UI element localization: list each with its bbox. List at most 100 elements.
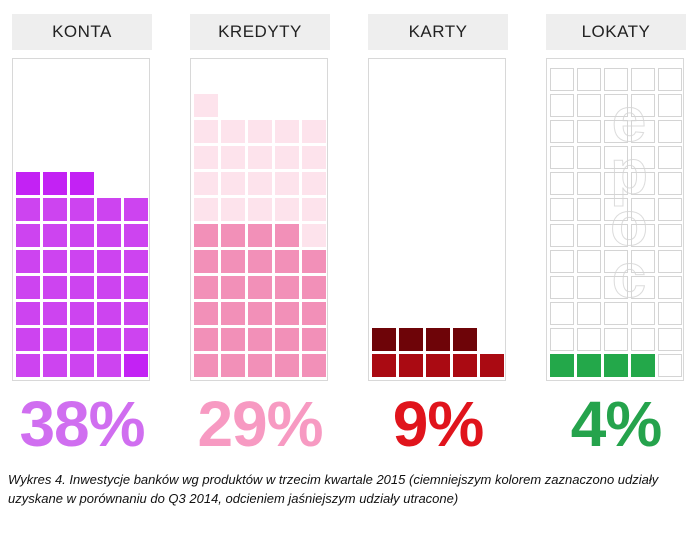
waffle-grid-outline: [658, 328, 682, 351]
waffle-cell-gained: [248, 328, 272, 351]
waffle-cell-lost: [194, 198, 218, 221]
waffle-cell-lost: [275, 172, 299, 195]
waffle-cell-gained: [275, 224, 299, 247]
waffle-grid: epoc: [546, 58, 684, 381]
waffle-cell-gained: [194, 354, 218, 377]
waffle-grid-outline: [577, 302, 601, 325]
waffle-cell-gained: [16, 198, 40, 221]
waffle-cell-gained: [43, 276, 67, 299]
waffle-cell-gained: [399, 354, 423, 377]
waffle-cell-gained: [221, 354, 245, 377]
waffle-grid-outline: [658, 68, 682, 91]
waffle-cell-gained: [43, 250, 67, 273]
panel-lokaty: LOKATY epoc 4%: [546, 14, 686, 456]
waffle-grid-outline: [631, 198, 655, 221]
waffle-grid-outline: [550, 68, 574, 91]
panel-kredyty: KREDYTY 29%: [190, 14, 330, 456]
waffle-cell-gained: [16, 224, 40, 247]
waffle-cell-gained: [16, 172, 40, 195]
waffle-cell-gained: [70, 172, 94, 195]
waffle-cell-lost: [221, 172, 245, 195]
waffle-grid-outline: [658, 94, 682, 117]
waffle-cell-gained: [248, 354, 272, 377]
waffle-cell-gained: [97, 198, 121, 221]
waffle-grid-outline: [604, 146, 628, 169]
waffle-cell-gained: [70, 276, 94, 299]
waffle-cell-gained: [43, 354, 67, 377]
waffle-cell-lost: [302, 224, 326, 247]
waffle-grid-outline: [631, 276, 655, 299]
waffle-cell-gained: [16, 302, 40, 325]
waffle-grid-outline: [631, 120, 655, 143]
percent-label: 4%: [570, 388, 663, 460]
waffle-cell-gained: [372, 328, 396, 351]
waffle-cell-gained: [43, 328, 67, 351]
waffle-grid-outline: [550, 328, 574, 351]
waffle-grid-outline: [658, 302, 682, 325]
waffle-grid-outline: [658, 146, 682, 169]
waffle-grid-outline: [604, 302, 628, 325]
waffle-grid-outline: [658, 354, 682, 377]
waffle-cell-gained: [399, 328, 423, 351]
panel-header: KREDYTY: [190, 14, 330, 50]
waffle-cell-gained: [124, 302, 148, 325]
waffle-grid-outline: [577, 198, 601, 221]
panel-header: KONTA: [12, 14, 152, 50]
waffle-grid-outline: [631, 302, 655, 325]
waffle-grid-outline: [550, 94, 574, 117]
waffle-cell-gained: [97, 354, 121, 377]
waffle-grid-outline: [658, 250, 682, 273]
panel-header: LOKATY: [546, 14, 686, 50]
percent-label: 29%: [197, 388, 323, 460]
waffle-grid-outline: [631, 328, 655, 351]
waffle-grid-outline: [604, 250, 628, 273]
waffle-cell-lost: [275, 146, 299, 169]
waffle-cell-gained: [302, 276, 326, 299]
waffle-grid-outline: [604, 68, 628, 91]
waffle-cell-gained: [124, 328, 148, 351]
waffle-cell-gained: [275, 302, 299, 325]
waffle-cell-gained: [97, 328, 121, 351]
waffle-grid-outline: [550, 302, 574, 325]
waffle-grid-outline: [631, 224, 655, 247]
waffle-cell-gained: [275, 328, 299, 351]
waffle-cell-gained: [70, 198, 94, 221]
waffle-grid-outline: [604, 198, 628, 221]
waffle-cell-gained: [302, 302, 326, 325]
waffle-grid-outline: [604, 94, 628, 117]
waffle-grid-outline: [604, 224, 628, 247]
waffle-cell-gained: [248, 276, 272, 299]
waffle-grid-outline: [631, 68, 655, 91]
waffle-cell-gained: [426, 328, 450, 351]
waffle-cell-gained: [70, 328, 94, 351]
waffle-cell-gained: [577, 354, 601, 377]
waffle-cell-gained: [248, 302, 272, 325]
waffle-grid-outline: [577, 94, 601, 117]
waffle-cell-gained: [194, 328, 218, 351]
waffle-cell-gained: [221, 250, 245, 273]
waffle-grid-outline: [604, 328, 628, 351]
waffle-grid-outline: [577, 146, 601, 169]
waffle-grid-outline: [631, 94, 655, 117]
waffle-cell-gained: [221, 328, 245, 351]
waffle-cell-gained: [248, 224, 272, 247]
waffle-grid-outline: [604, 276, 628, 299]
waffle-cell-gained: [70, 354, 94, 377]
waffle-cell-gained: [43, 172, 67, 195]
panel-header: KARTY: [368, 14, 508, 50]
waffle-cell-gained: [275, 276, 299, 299]
waffle-grid-outline: [658, 198, 682, 221]
waffle-cell-lost: [302, 146, 326, 169]
waffle-grid-outline: [658, 276, 682, 299]
waffle-cell-gained: [43, 198, 67, 221]
chart-caption: Wykres 4. Inwestycje banków wg produktów…: [8, 472, 659, 506]
waffle-cell-gained: [302, 354, 326, 377]
waffle-cell-gained: [97, 276, 121, 299]
waffle-cell-gained: [70, 224, 94, 247]
waffle-grid-outline: [550, 198, 574, 221]
percent-label: 9%: [392, 388, 485, 460]
waffle-cell-gained: [16, 354, 40, 377]
waffle-cell-lost: [275, 120, 299, 143]
waffle-grid-outline: [550, 120, 574, 143]
waffle-cell-gained: [275, 354, 299, 377]
